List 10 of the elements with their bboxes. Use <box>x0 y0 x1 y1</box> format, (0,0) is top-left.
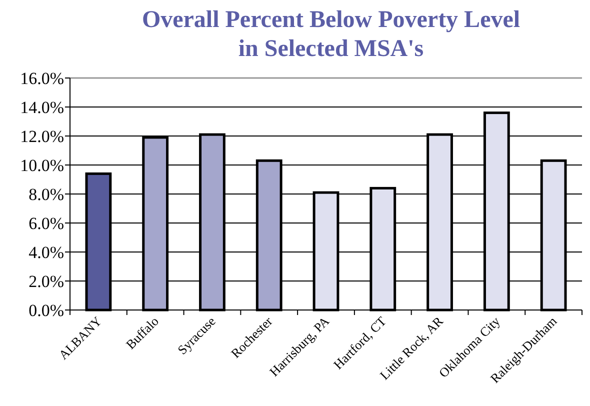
y-tick-label: 6.0% <box>28 214 64 233</box>
y-tick-label: 8.0% <box>28 184 64 204</box>
y-tick-label: 16.0% <box>20 68 64 88</box>
chart-title: Overall Percent Below Poverty Level in Selected MSA's <box>142 7 520 62</box>
y-tick-label: 2.0% <box>28 272 64 291</box>
y-tick-label: 12.0% <box>20 126 64 146</box>
y-tick-label: 14.0% <box>20 98 64 117</box>
y-tick-label: 10.0% <box>20 156 64 175</box>
y-tick-label: 4.0% <box>28 242 64 262</box>
y-tick-label: 0.0% <box>28 300 64 320</box>
